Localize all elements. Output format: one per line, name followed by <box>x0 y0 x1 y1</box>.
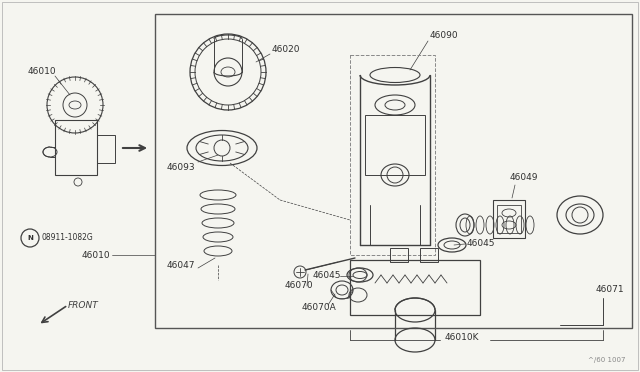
Text: 46010: 46010 <box>81 250 110 260</box>
Bar <box>350 260 480 315</box>
Text: 46071: 46071 <box>596 285 625 295</box>
Text: 46047: 46047 <box>167 260 195 269</box>
Text: 46093: 46093 <box>167 163 196 171</box>
Text: 46045: 46045 <box>467 238 495 247</box>
Text: 46010: 46010 <box>28 67 56 77</box>
Bar <box>420 248 438 262</box>
Bar <box>55 120 97 175</box>
Text: 46045: 46045 <box>313 270 342 279</box>
Text: 46010K: 46010K <box>445 334 479 343</box>
Text: 46070A: 46070A <box>302 304 337 312</box>
Text: 46090: 46090 <box>430 31 459 39</box>
Text: 08911-1082G: 08911-1082G <box>42 234 93 243</box>
Text: 46049: 46049 <box>510 173 538 183</box>
Text: 46020: 46020 <box>272 45 301 55</box>
Text: ^/60 1007: ^/60 1007 <box>588 357 625 363</box>
Bar <box>497 205 521 233</box>
Bar <box>390 248 408 262</box>
Bar <box>350 55 435 255</box>
Text: 46070: 46070 <box>285 280 314 289</box>
Text: N: N <box>27 235 33 241</box>
Bar <box>97 135 115 163</box>
Bar <box>365 115 425 175</box>
Text: FRONT: FRONT <box>68 301 99 310</box>
Bar <box>155 14 632 328</box>
Bar <box>493 200 525 238</box>
